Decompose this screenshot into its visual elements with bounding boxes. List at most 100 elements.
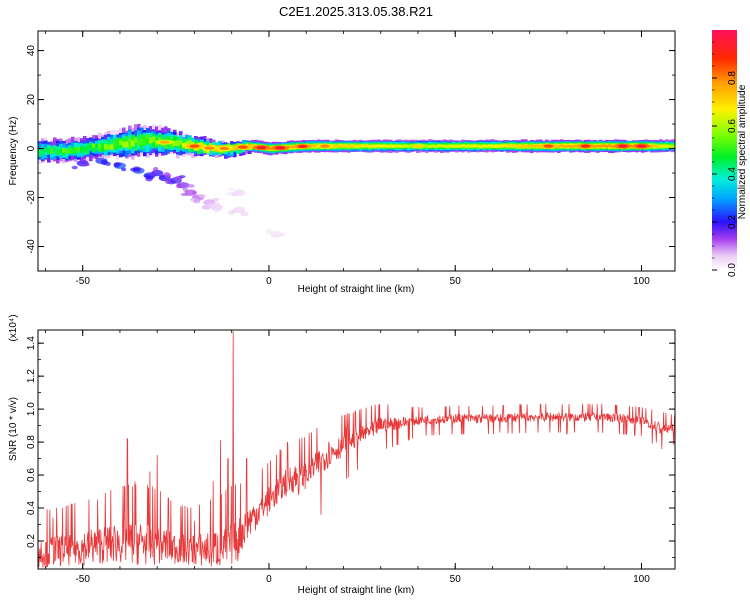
ridge-cell	[407, 145, 411, 148]
spectrogram-scatter-layer	[71, 157, 286, 238]
ridge-cell	[488, 144, 492, 147]
ridge-cell	[464, 144, 468, 147]
spectrogram-x-axis: -50 0 50 100	[45, 31, 650, 287]
x-tick-label: 50	[450, 276, 462, 287]
ridge-cell	[125, 141, 129, 148]
ridge-cell	[86, 145, 90, 151]
snr-y-label: SNR (10 * v/v)	[8, 397, 19, 461]
ridge-cell	[62, 148, 66, 153]
ridge-cell	[119, 139, 123, 146]
scatter-blob-fragment	[166, 173, 172, 178]
spectrogram-x-label: Height of straight line (km)	[298, 284, 415, 295]
ridge-cell	[662, 144, 666, 148]
ridge-cell	[74, 147, 78, 153]
ridge-cell	[608, 144, 612, 147]
scatter-blob-fragment	[280, 232, 286, 237]
x-tick-label: -50	[75, 276, 90, 287]
ridge-cell	[524, 144, 528, 148]
scatter-blob-fragment	[153, 166, 159, 173]
hotspot	[219, 146, 230, 151]
y-tick-label: 40	[26, 45, 37, 57]
hotspot	[543, 144, 554, 148]
y-tick-label: 20	[26, 94, 37, 106]
ridge-cell	[83, 146, 87, 152]
ridge-cell	[434, 145, 438, 148]
ridge-cell	[179, 141, 183, 150]
ridge-cell	[572, 144, 576, 148]
ridge-cell	[506, 145, 510, 148]
ridge-cell	[368, 145, 372, 148]
ridge-cell	[77, 147, 81, 152]
ridge-cell	[596, 144, 600, 148]
y-tick-label: -40	[26, 239, 37, 254]
ridge-cell	[512, 144, 516, 148]
ridge-cell	[248, 143, 252, 147]
scatter-blob-fragment	[197, 193, 206, 198]
ridge-cell	[521, 145, 525, 148]
figure-title: C2E1.2025.313.05.38.R21	[279, 4, 433, 19]
ridge-cell	[116, 138, 120, 148]
ridge-cell	[383, 144, 387, 148]
scatter-blob-fragment	[265, 228, 274, 235]
ridge-cell	[389, 145, 393, 148]
ridge-cell	[149, 137, 153, 144]
ridge-cell	[401, 145, 405, 148]
scatter-blob-fragment	[212, 197, 220, 202]
scatter-blob-fragment	[71, 165, 78, 170]
ridge-cell	[374, 144, 378, 148]
ridge-cell	[431, 144, 435, 148]
spectrogram-y-axis: -40 -20 0 20 40	[26, 45, 675, 272]
ridge-cell	[461, 144, 465, 147]
scatter-blob-fragment	[145, 175, 155, 180]
hotspot	[237, 145, 248, 149]
hotspot	[275, 146, 286, 150]
hotspot	[189, 144, 200, 148]
scatter-blob-fragment	[178, 175, 186, 179]
ridge-cell	[104, 144, 108, 150]
ridge-cell	[395, 145, 399, 148]
ridge-cell	[98, 143, 102, 149]
ridge-cell	[668, 145, 672, 148]
ridge-cell	[38, 150, 42, 156]
ridge-cell	[527, 144, 531, 147]
ridge-cell	[605, 145, 609, 148]
y-tick-label: 1.2	[26, 369, 37, 383]
colorbar-tick-label: 0.8	[727, 71, 738, 85]
snr-frame	[37, 329, 676, 570]
ridge-cell	[47, 149, 51, 155]
ridge-cell	[497, 144, 501, 148]
ridge-cell	[485, 144, 489, 148]
ridge-cell	[593, 145, 597, 148]
scatter-blob-fragment	[100, 159, 108, 165]
ridge-cell	[101, 143, 105, 149]
colorbar-tick-label: 0.0	[727, 263, 738, 277]
y-tick-label: 1.4	[26, 336, 37, 350]
ridge-cell	[131, 135, 135, 145]
y-tick-label: 0.2	[26, 534, 37, 548]
ridge-cell	[347, 144, 351, 148]
colorbar-gradient	[712, 30, 737, 270]
ridge-cell	[437, 144, 441, 147]
scatter-blob-fragment	[240, 211, 249, 217]
ridge-cell	[56, 146, 60, 155]
ridge-cell	[446, 145, 450, 148]
y-tick-label: 0.6	[26, 468, 37, 482]
ridge-cell	[65, 149, 69, 154]
ridge-cell	[611, 145, 615, 148]
ridge-cell	[131, 140, 135, 147]
y-tick-label: -20	[26, 190, 37, 205]
colorbar: 0.0 0.2 0.4 0.6 0.8 Normalized spectral ampl…	[712, 30, 748, 277]
ridge-cell	[41, 149, 45, 155]
ridge-cell	[386, 145, 390, 148]
scatter-blob-fragment	[186, 184, 195, 188]
ridge-cell	[59, 148, 63, 154]
ridge-cell	[491, 144, 495, 148]
ridge-cell	[563, 145, 567, 148]
ridge-cell	[176, 140, 180, 146]
ridge-cell	[467, 144, 471, 148]
snr-series-line	[38, 331, 675, 568]
y-tick-label: 0.4	[26, 501, 37, 515]
ridge-cell	[503, 144, 507, 148]
snr-x-axis: -50 0 50 100	[45, 330, 650, 585]
